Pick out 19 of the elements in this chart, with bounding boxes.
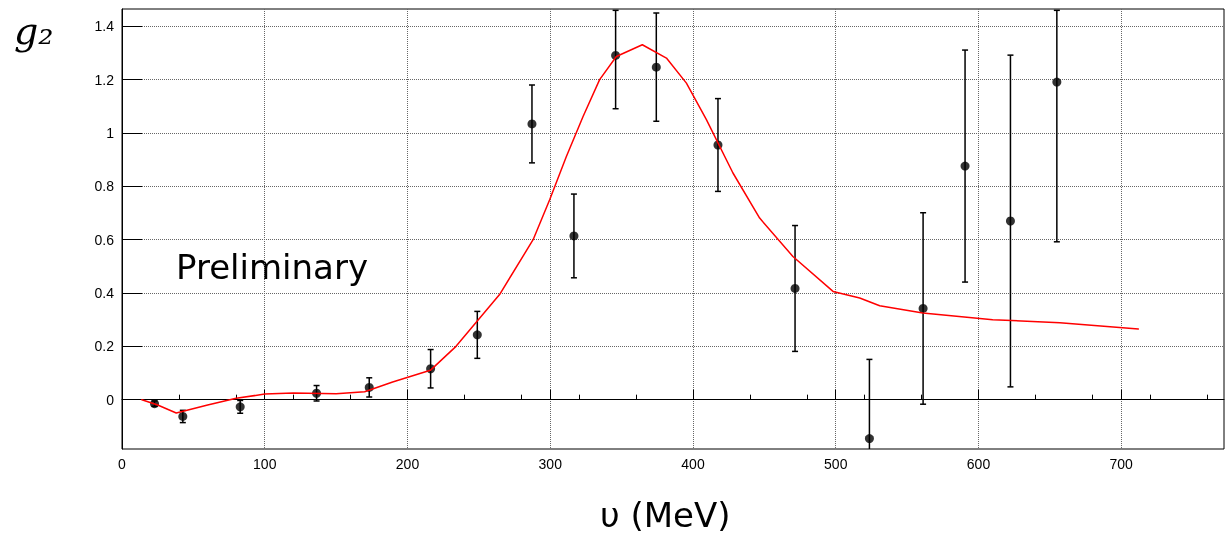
x-tick-label: 200 [395,456,420,472]
x-tick-label: 600 [966,456,991,472]
y-tick-label: 1 [106,125,115,141]
x-tick-label: 500 [824,456,848,472]
x-tick-label: 400 [681,456,705,472]
x-axis-title: υ (MeV) [600,495,731,535]
y-tick-label: 0 [106,391,115,408]
y-axis-title: g₂ [14,9,54,53]
x-tick-label: 700 [1109,456,1134,472]
x-tick-label: 100 [253,456,277,472]
y-tick-label: 0.2 [94,338,115,355]
y-tick-label: 1.4 [94,18,115,35]
y-tick-label: 1.2 [94,71,115,88]
y-tick-label: 0.8 [94,178,115,195]
x-tick-label: 300 [538,456,563,472]
annotation: Preliminary [176,247,368,287]
y-tick-label: 0.6 [94,231,115,248]
y-tick-label: 0.4 [94,285,115,301]
x-tick-label: 0 [118,456,127,472]
